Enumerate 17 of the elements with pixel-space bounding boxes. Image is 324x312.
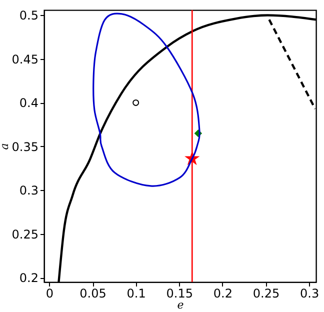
y-tick-label: 0.3 <box>19 184 38 198</box>
point <box>132 99 140 106</box>
y-tick-label: 0.45 <box>12 52 38 66</box>
y-tick-label: 0.2 <box>19 271 38 286</box>
x-tick-label: 0 <box>46 286 54 300</box>
x-tick-label: 0.3 <box>300 286 320 300</box>
x-tick-label: 0.25 <box>252 286 280 300</box>
y-tick-label: 0.25 <box>12 227 38 242</box>
x-tick-label: 0.15 <box>166 286 193 300</box>
y-tick-label: 0.5 <box>19 8 38 23</box>
x-tick-label: 0.05 <box>80 286 106 300</box>
x-axis-title: e <box>177 298 184 312</box>
x-tick-label: 0.1 <box>126 286 146 300</box>
y-tick-label: 0.35 <box>12 140 38 154</box>
y-tick-label: 0.4 <box>19 96 38 110</box>
x-tick-label: 0.2 <box>213 286 232 300</box>
y-axis-title: a <box>0 143 11 150</box>
